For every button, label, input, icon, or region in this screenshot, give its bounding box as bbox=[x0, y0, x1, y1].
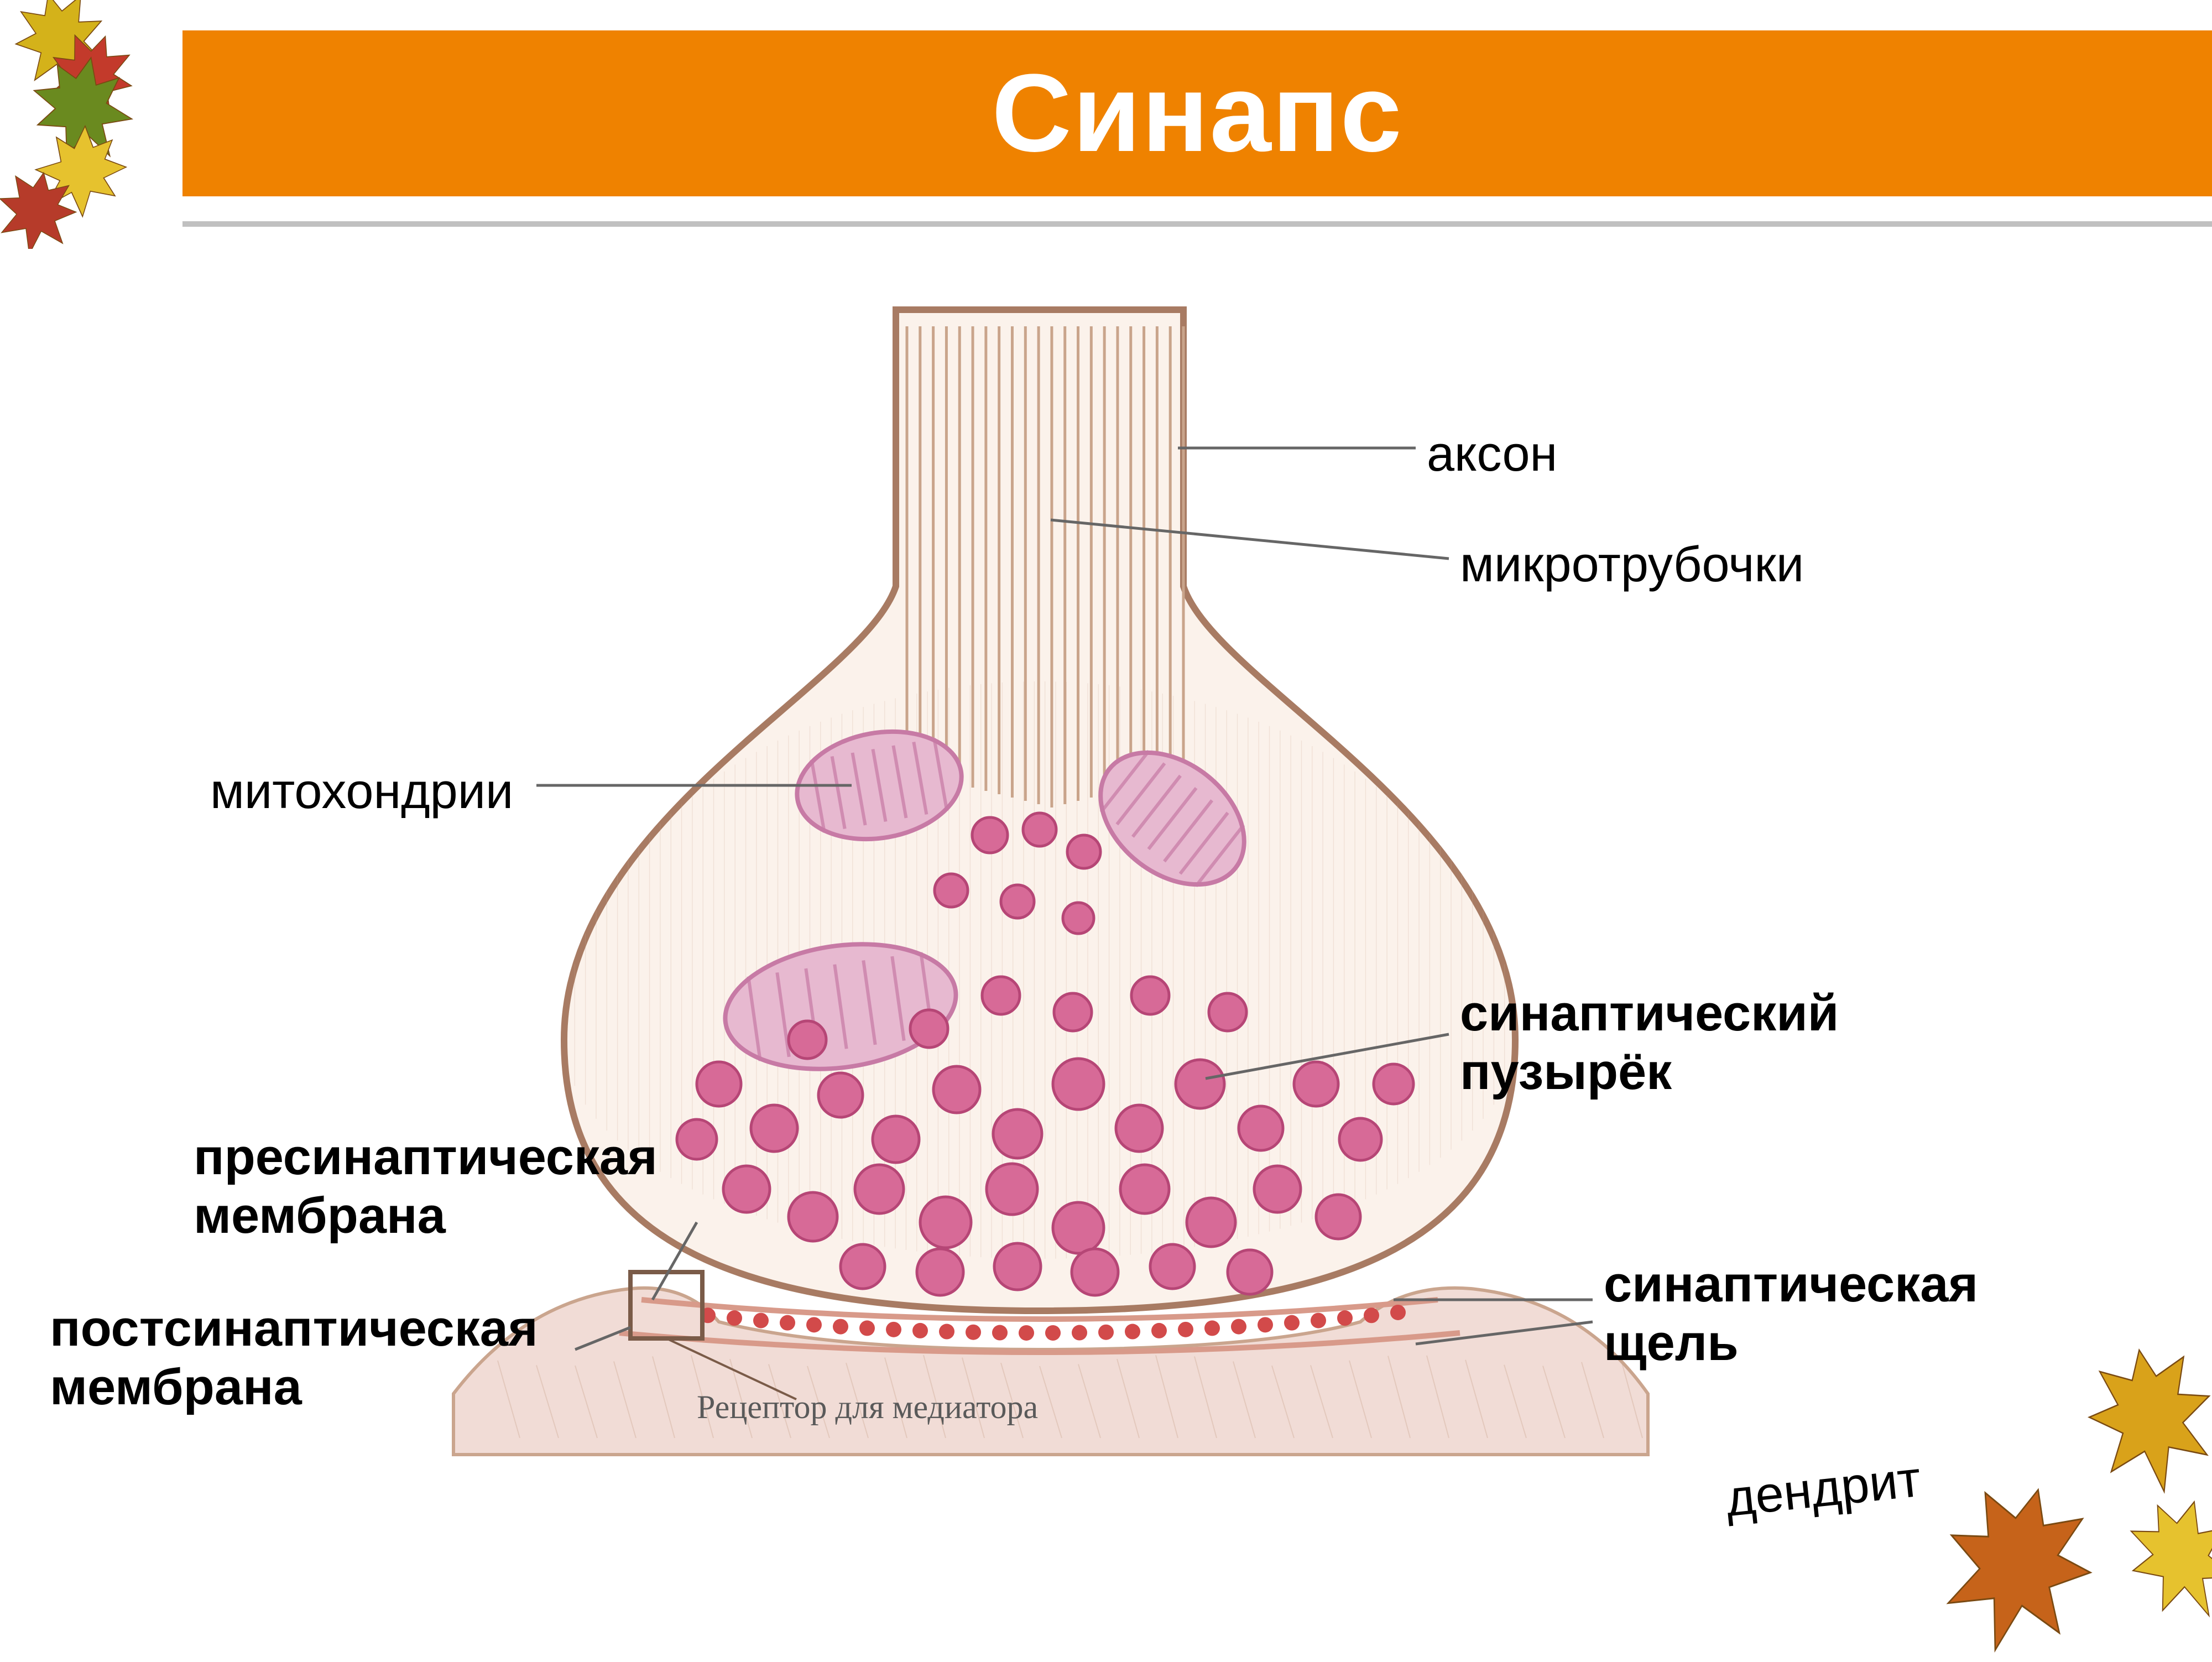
synaptic-vesicle bbox=[789, 1021, 826, 1059]
leader-line bbox=[653, 1222, 697, 1300]
synaptic-vesicle bbox=[1116, 1105, 1162, 1152]
presynaptic-membrane bbox=[641, 1300, 1438, 1319]
mitochondrion bbox=[717, 930, 964, 1083]
page-title: Синапс bbox=[992, 50, 1402, 177]
synaptic-vesicle bbox=[1228, 1250, 1272, 1294]
synaptic-vesicle bbox=[1339, 1118, 1381, 1160]
cleft-dot bbox=[1364, 1307, 1379, 1323]
cleft-dot bbox=[912, 1323, 928, 1338]
title-banner: Синапс bbox=[182, 30, 2212, 196]
synaptic-vesicle bbox=[935, 874, 968, 907]
synaptic-vesicle bbox=[1023, 813, 1056, 846]
cleft-dot bbox=[1151, 1323, 1167, 1338]
label-mitochondria: митохондрии bbox=[210, 763, 513, 821]
synaptic-vesicle bbox=[910, 1010, 948, 1048]
cleft-dot bbox=[780, 1315, 795, 1331]
postsynaptic-membrane bbox=[619, 1333, 1460, 1352]
decor-leaves-top-left bbox=[0, 0, 188, 249]
synaptic-vesicle bbox=[1131, 977, 1169, 1014]
leader-line bbox=[1051, 520, 1449, 559]
leader-line bbox=[575, 1327, 630, 1350]
synaptic-vesicle bbox=[994, 1243, 1041, 1290]
synaptic-vesicle bbox=[841, 1244, 885, 1289]
cleft-dot bbox=[833, 1319, 848, 1335]
cleft-dot bbox=[1390, 1305, 1406, 1320]
cleft-dot bbox=[1204, 1320, 1220, 1336]
cleft-dot bbox=[1311, 1313, 1326, 1328]
synaptic-vesicle bbox=[1054, 993, 1092, 1031]
label-dendrite: дендрит bbox=[1723, 1450, 1923, 1529]
synaptic-vesicle bbox=[972, 817, 1008, 853]
label-postsynaptic-membrane: постсинаптическая мембрана bbox=[50, 1300, 538, 1417]
cleft-dot bbox=[1231, 1319, 1246, 1335]
synaptic-vesicle bbox=[1053, 1059, 1104, 1109]
cleft-dot bbox=[1072, 1325, 1087, 1341]
synaptic-vesicle bbox=[873, 1116, 919, 1163]
synaptic-vesicle bbox=[1001, 885, 1034, 918]
synaptic-vesicle bbox=[818, 1073, 863, 1117]
cleft-dot bbox=[992, 1325, 1008, 1341]
synaptic-bulb bbox=[564, 310, 1515, 1311]
leader-line bbox=[1206, 1034, 1449, 1079]
cleft-dot bbox=[1019, 1325, 1034, 1341]
cleft-dot bbox=[1125, 1324, 1140, 1340]
synaptic-vesicle bbox=[1316, 1195, 1360, 1239]
synaptic-vesicle bbox=[933, 1066, 980, 1113]
label-synaptic-vesicle: синаптический пузырёк bbox=[1460, 984, 1839, 1102]
cleft-dot bbox=[1337, 1310, 1353, 1326]
synaptic-vesicle bbox=[697, 1062, 741, 1106]
cleft-dot bbox=[700, 1307, 716, 1323]
synaptic-vesicle bbox=[1374, 1064, 1413, 1104]
synaptic-vesicle bbox=[920, 1197, 971, 1248]
synaptic-vesicle bbox=[917, 1249, 963, 1295]
label-synaptic-cleft: синаптическая щель bbox=[1604, 1255, 1978, 1373]
dendrite-shape bbox=[453, 1288, 1648, 1455]
synaptic-vesicle bbox=[723, 1166, 770, 1212]
synaptic-vesicle bbox=[1187, 1198, 1235, 1247]
synaptic-vesicle bbox=[751, 1105, 797, 1152]
cleft-dot bbox=[1284, 1315, 1300, 1331]
leaf-icon bbox=[2079, 1340, 2212, 1502]
cleft-dot bbox=[1045, 1325, 1061, 1341]
cleft-dot bbox=[886, 1322, 901, 1337]
title-underline bbox=[182, 221, 2212, 227]
synaptic-vesicle bbox=[1067, 835, 1100, 868]
synaptic-vesicle bbox=[789, 1192, 837, 1241]
cleft-dot bbox=[859, 1320, 875, 1336]
cleft-dot bbox=[806, 1317, 822, 1332]
cleft-dot bbox=[1258, 1317, 1273, 1332]
synaptic-vesicle bbox=[677, 1119, 717, 1159]
synaptic-vesicle bbox=[1209, 993, 1246, 1031]
cleft-dot bbox=[939, 1324, 954, 1340]
synaptic-vesicle bbox=[1239, 1106, 1283, 1150]
synaptic-vesicle bbox=[1176, 1060, 1224, 1108]
synaptic-vesicle bbox=[855, 1165, 904, 1213]
cleft-dot bbox=[753, 1313, 769, 1328]
synaptic-vesicle bbox=[1120, 1165, 1169, 1213]
mitochondrion bbox=[1075, 726, 1270, 911]
caption-receptor: Рецептор для медиатора bbox=[697, 1388, 1038, 1426]
synaptic-vesicle bbox=[987, 1164, 1037, 1215]
label-presynaptic-membrane: пресинаптическая мембрана bbox=[194, 1128, 658, 1246]
synaptic-vesicle bbox=[1254, 1166, 1301, 1212]
synaptic-vesicle bbox=[1063, 903, 1094, 934]
synaptic-vesicle bbox=[1294, 1062, 1338, 1106]
cleft-dot bbox=[966, 1325, 981, 1340]
cleft-dot bbox=[727, 1310, 742, 1326]
synaptic-vesicle bbox=[993, 1109, 1042, 1158]
leader-line bbox=[1416, 1322, 1593, 1344]
cleft-dot bbox=[1178, 1322, 1193, 1337]
receptor-box bbox=[630, 1272, 702, 1338]
decor-leaves-bottom-right bbox=[1936, 1327, 2212, 1659]
label-axon: аксон bbox=[1427, 426, 1557, 483]
mitochondrion bbox=[789, 719, 970, 851]
synaptic-vesicle bbox=[1053, 1202, 1104, 1253]
label-microtubules: микротрубочки bbox=[1460, 536, 1804, 594]
leaf-icon bbox=[2112, 1484, 2212, 1637]
synaptic-vesicle bbox=[1072, 1249, 1118, 1295]
synaptic-vesicle bbox=[982, 977, 1020, 1014]
cleft-dot bbox=[1098, 1325, 1114, 1340]
synaptic-vesicle bbox=[1150, 1244, 1194, 1289]
leaf-icon bbox=[1936, 1471, 2107, 1659]
